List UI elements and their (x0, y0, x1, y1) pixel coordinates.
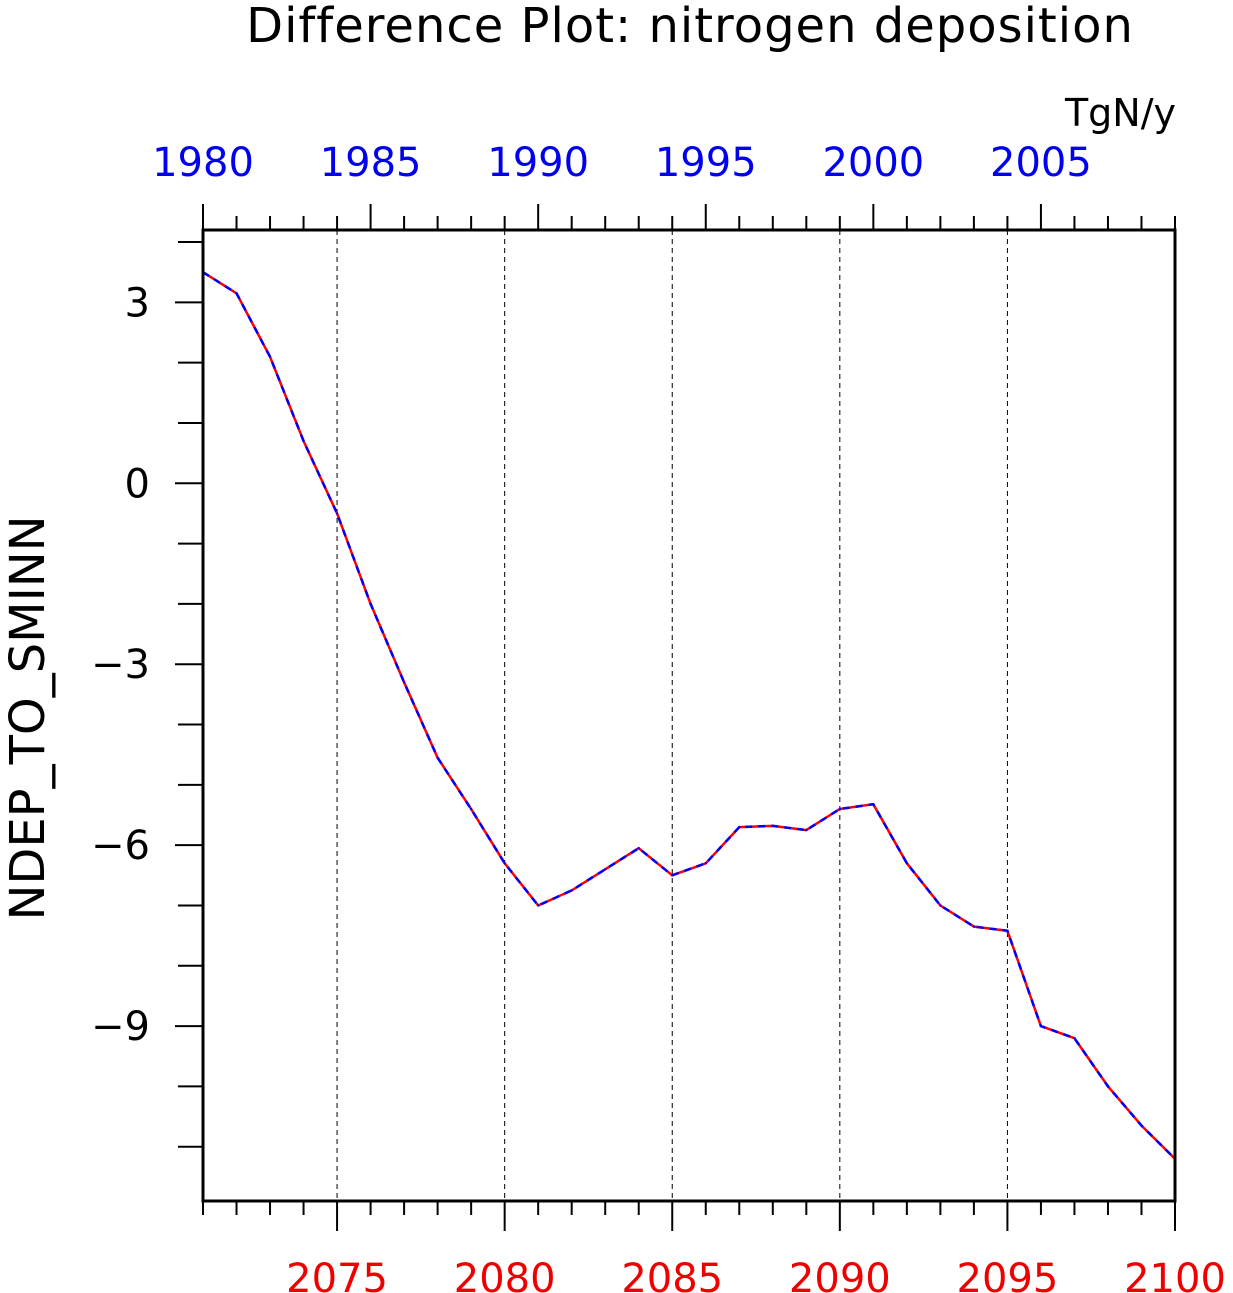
y-tick-label: 3 (125, 280, 150, 326)
x-bottom-tick-label: 2090 (789, 1256, 891, 1293)
units-label: TgN/y (1064, 91, 1176, 135)
data-point (637, 846, 640, 850)
data-point (972, 925, 976, 928)
data-point (738, 825, 741, 829)
data-point (1006, 929, 1009, 933)
data-point (503, 862, 506, 865)
x-top-tick-label: 2000 (822, 140, 924, 186)
data-point (872, 802, 875, 806)
data-point (469, 807, 473, 811)
series-line-red (202, 271, 1176, 1160)
y-tick-label: −6 (91, 823, 150, 869)
y-axis-label: NDEP_TO_SMINN (0, 515, 56, 920)
data-point (905, 862, 909, 865)
x-top-tick-label: 1990 (487, 140, 589, 186)
x-bottom-tick-label: 2085 (621, 1256, 723, 1293)
x-top-tick-label: 1985 (320, 140, 422, 186)
data-point (369, 602, 372, 606)
data-point (402, 681, 406, 684)
data-point (939, 904, 942, 907)
data-point (1073, 1036, 1076, 1040)
data-point (1140, 1124, 1143, 1127)
data-point (268, 355, 272, 358)
data-point (771, 824, 774, 828)
data-point (1039, 1024, 1043, 1028)
x-axis-bottom: 2075 2080 2085 2090 2095 2100 (202, 1201, 1226, 1293)
plot-frame (201, 228, 1177, 1203)
data-point (302, 439, 305, 443)
x-grid (336, 230, 1008, 1201)
data-point (1106, 1085, 1110, 1088)
x-top-tick-label: 1995 (655, 140, 757, 186)
data-point (436, 756, 439, 759)
data-point (536, 904, 540, 907)
y-tick-label: 0 (125, 461, 150, 507)
data-point (335, 512, 339, 515)
data-point (704, 862, 707, 865)
data-point (671, 874, 674, 877)
data-point (235, 292, 238, 295)
y-tick-label: −9 (91, 1004, 150, 1050)
x-axis-top: 1980 1985 1990 1995 2000 2005 (152, 140, 1176, 230)
x-bottom-tick-label: 2075 (286, 1256, 388, 1293)
y-tick-label: −3 (91, 642, 150, 688)
data-point (805, 828, 808, 832)
series-line-blue-dashed (202, 271, 1176, 1160)
x-bottom-tick-label: 2080 (454, 1256, 556, 1293)
chart-title: Difference Plot: nitrogen deposition (246, 0, 1134, 54)
x-top-tick-label: 2005 (990, 140, 1092, 186)
series-group (201, 271, 1177, 1160)
data-point (604, 868, 607, 871)
x-bottom-tick-label: 2095 (957, 1256, 1059, 1293)
x-top-tick-label: 1980 (152, 140, 254, 186)
y-axis: 3 0 −3 −6 −9 (91, 241, 203, 1148)
x-bottom-tick-label: 2100 (1124, 1256, 1226, 1293)
data-point (838, 807, 842, 811)
data-point (570, 889, 573, 892)
